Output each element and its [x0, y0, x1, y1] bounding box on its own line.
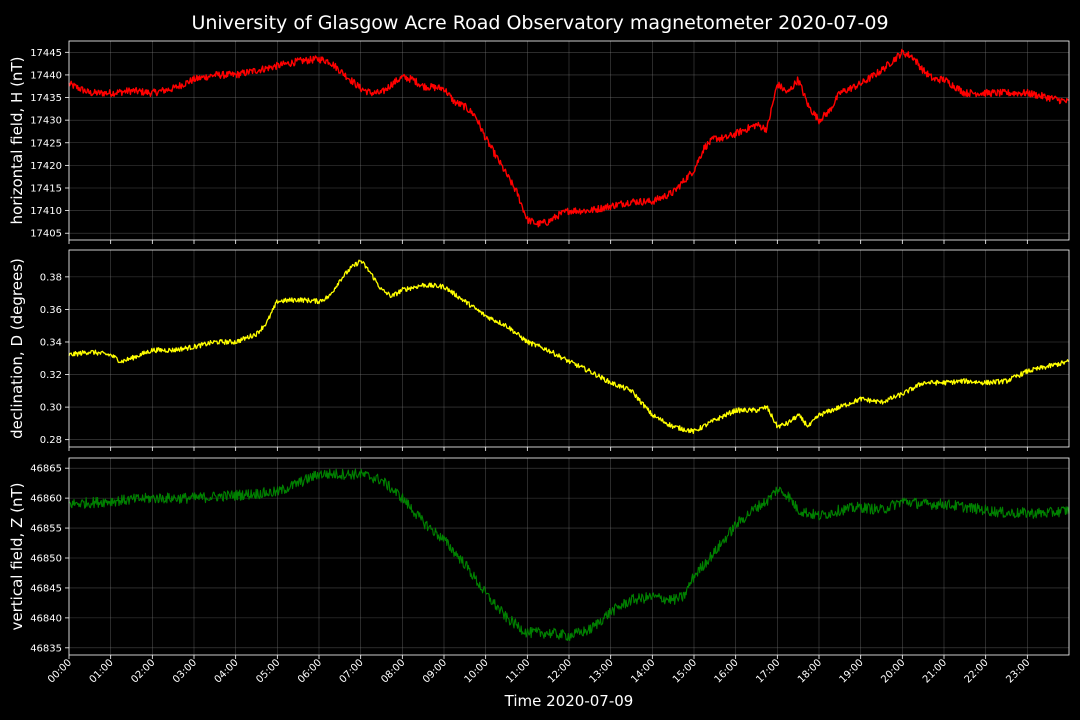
y-tick-label: 17420: [30, 161, 62, 172]
x-tick-label: 23:00: [1004, 657, 1032, 685]
x-tick-label: 14:00: [629, 657, 657, 685]
y-tick-label: 0.28: [40, 435, 62, 446]
y-tick-label: 46855: [30, 524, 62, 535]
x-tick-label: 04:00: [213, 657, 241, 685]
y-tick-label: 17405: [30, 229, 62, 240]
x-tick-label: 12:00: [546, 657, 574, 685]
y-tick-label: 17435: [30, 93, 62, 104]
panel-z: 46835 46840 46845 46850 46855 46860 46865 verti…: [8, 457, 1070, 659]
y-tick-label: 46840: [30, 613, 62, 624]
x-tick-label: 01:00: [88, 657, 116, 685]
y-tick-label: 46850: [30, 553, 62, 564]
x-tick-label: 09:00: [421, 657, 449, 685]
y-axis-label: declination, D (degrees): [8, 258, 26, 439]
series-line: [68, 48, 1070, 228]
x-axis: 00:00 01:00 02:00 03:00 04:00 05:00 06:00 07:00…: [46, 657, 1032, 685]
y-tick-label: 17440: [30, 70, 62, 81]
x-tick-label: 06:00: [296, 657, 324, 685]
x-tick-label: 17:00: [754, 657, 782, 685]
x-tick-label: 05:00: [254, 657, 282, 685]
x-tick-label: 13:00: [588, 657, 616, 685]
y-tick-label: 17425: [30, 138, 62, 149]
x-tick-label: 19:00: [838, 657, 866, 685]
series-line: [68, 259, 1070, 434]
x-tick-label: 08:00: [379, 657, 407, 685]
panel-frame: [68, 40, 1070, 241]
x-tick-label: 10:00: [463, 657, 491, 685]
y-tick-label: 0.36: [40, 305, 62, 316]
y-tick-label: 46835: [30, 643, 62, 654]
x-tick-label: 02:00: [129, 657, 157, 685]
x-tick-label: 11:00: [504, 657, 532, 685]
y-tick-label: 17410: [30, 206, 62, 217]
chart-title: University of Glasgow Acre Road Observat…: [191, 12, 888, 34]
panel-frame: [68, 457, 1070, 656]
x-tick-label: 22:00: [963, 657, 991, 685]
x-tick-label: 21:00: [921, 657, 949, 685]
y-tick-label: 0.34: [40, 337, 62, 348]
panel-h: 17405 17410 17415 17420 17425 17430 17435 17440…: [8, 40, 1070, 244]
panel-frame: [68, 249, 1070, 448]
x-axis-label: Time 2020-07-09: [504, 692, 634, 710]
y-tick-label: 0.30: [40, 403, 62, 414]
x-tick-label: 16:00: [713, 657, 741, 685]
x-tick-label: 18:00: [796, 657, 824, 685]
y-tick-label: 17415: [30, 183, 62, 194]
panel-d: 0.28 0.30 0.32 0.34 0.36 0.38 declination, D (…: [8, 249, 1070, 451]
y-axis-label: vertical field, Z (nT): [8, 482, 26, 630]
x-tick-label: 00:00: [46, 657, 74, 685]
y-tick-label: 0.32: [40, 370, 62, 381]
y-tick-label: 46865: [30, 464, 62, 475]
y-tick-label: 46845: [30, 583, 62, 594]
y-tick-label: 17430: [30, 116, 62, 127]
y-axis-label: horizontal field, H (nT): [8, 57, 26, 225]
y-tick-label: 0.38: [40, 272, 62, 283]
x-tick-label: 03:00: [171, 657, 199, 685]
y-tick-label: 46860: [30, 494, 62, 505]
x-tick-label: 07:00: [338, 657, 366, 685]
series-line: [68, 468, 1070, 642]
x-tick-label: 15:00: [671, 657, 699, 685]
y-tick-label: 17445: [30, 48, 62, 59]
x-tick-label: 20:00: [879, 657, 907, 685]
